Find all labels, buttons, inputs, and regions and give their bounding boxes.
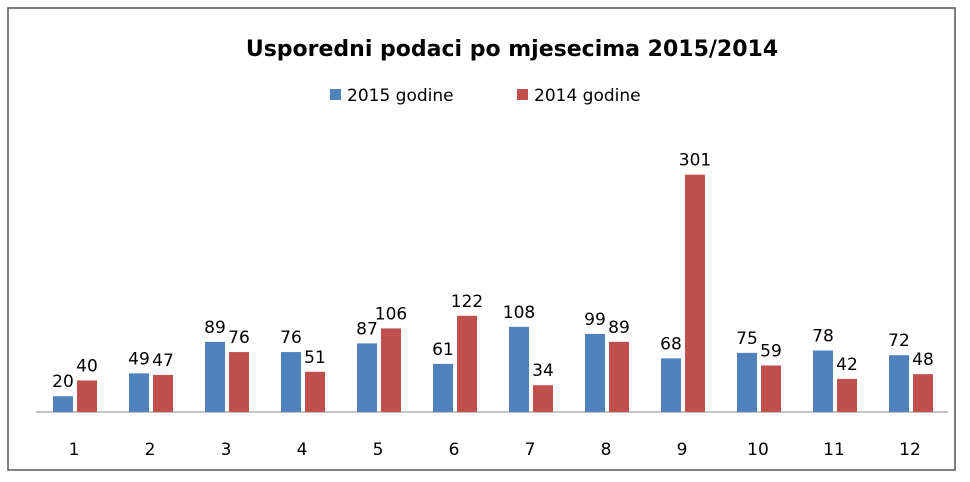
x-tick-label: 8 [601, 440, 612, 460]
x-tick-label: 9 [677, 440, 688, 460]
x-tick-label: 4 [297, 440, 308, 460]
value-label: 99 [584, 310, 606, 330]
value-label: 106 [375, 304, 407, 324]
bar [813, 350, 833, 412]
bar [433, 363, 453, 412]
value-label: 48 [912, 350, 934, 370]
bar [661, 358, 681, 412]
value-label: 61 [432, 340, 454, 360]
value-label: 75 [736, 329, 758, 349]
bar [585, 333, 605, 412]
bar [509, 326, 529, 412]
value-label: 76 [228, 328, 250, 348]
value-label: 89 [204, 318, 226, 338]
bar [205, 341, 225, 412]
value-label: 42 [836, 355, 858, 375]
x-tick-label: 5 [373, 440, 384, 460]
bar [913, 374, 933, 412]
bar [357, 343, 377, 412]
x-tick-label: 1 [69, 440, 80, 460]
x-tick-label: 3 [221, 440, 232, 460]
legend-label: 2014 godine [534, 86, 641, 106]
x-tick-label: 2 [145, 440, 156, 460]
bar [281, 352, 301, 412]
x-tick-label: 6 [449, 440, 460, 460]
bar [837, 378, 857, 412]
x-tick-label: 10 [747, 440, 769, 460]
bar [609, 341, 629, 412]
bar [129, 373, 149, 412]
bar [737, 352, 757, 412]
chart-title: Usporedni podaci po mjesecima 2015/2014 [246, 37, 778, 62]
bar [457, 315, 477, 412]
bar [533, 385, 553, 412]
x-tick-label: 11 [823, 440, 845, 460]
chart-frame [7, 7, 956, 471]
bar [305, 371, 325, 412]
value-label: 108 [503, 303, 535, 323]
value-label: 20 [52, 372, 74, 392]
value-label: 72 [888, 331, 910, 351]
value-label: 301 [679, 151, 711, 171]
bar [381, 328, 401, 412]
value-label: 49 [128, 349, 150, 369]
value-label: 40 [76, 356, 98, 376]
bar [685, 174, 705, 412]
value-label: 78 [812, 326, 834, 346]
value-label: 68 [660, 334, 682, 354]
value-label: 51 [304, 348, 326, 368]
value-label: 34 [532, 361, 554, 381]
legend-swatch [330, 89, 341, 100]
x-tick-label: 12 [899, 440, 921, 460]
value-label: 76 [280, 328, 302, 348]
value-label: 89 [608, 318, 630, 338]
value-label: 59 [760, 341, 782, 361]
legend-swatch [517, 89, 528, 100]
bar [229, 352, 249, 412]
legend-label: 2015 godine [347, 86, 454, 106]
x-tick-label: 7 [525, 440, 536, 460]
value-label: 47 [152, 351, 174, 371]
bar [761, 365, 781, 412]
bar [53, 396, 73, 412]
value-label: 122 [451, 292, 483, 312]
bar [77, 380, 97, 412]
value-label: 87 [356, 319, 378, 339]
bar [889, 355, 909, 412]
bar [153, 374, 173, 412]
